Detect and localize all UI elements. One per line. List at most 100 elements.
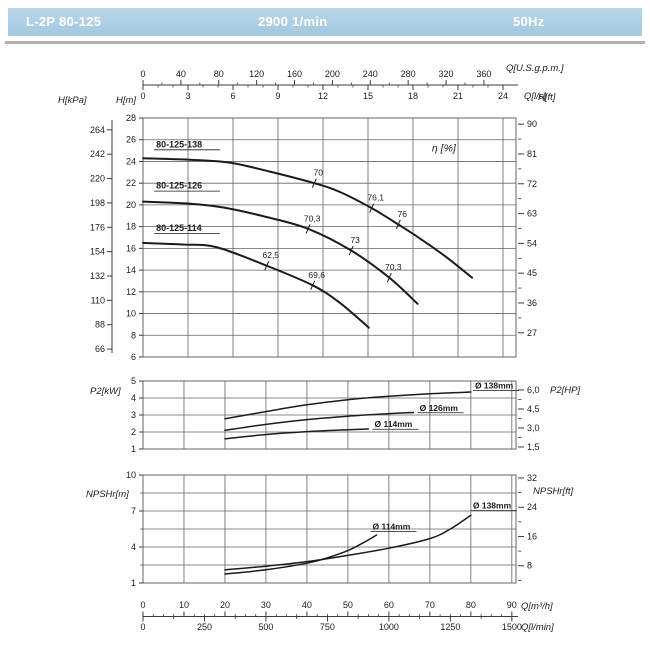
tick-label: 20: [220, 600, 230, 610]
power-chart: 1 2 3 4 5 P2[kW] 1,5 3,0 4,5 6,0 P2[HP] Ø 138mm Ø 12…: [90, 376, 580, 454]
tick-label: 16: [527, 531, 537, 541]
efficiency-label: 73: [350, 235, 360, 245]
efficiency-label: 76: [398, 209, 408, 219]
efficiency-label: 76,1: [367, 193, 384, 203]
tick-label: 72: [527, 179, 537, 189]
tick-label: 7: [131, 506, 136, 516]
tick-label: 8: [527, 561, 532, 571]
curve-Ø 114mm: [224, 428, 370, 440]
tick-label: 45: [527, 268, 537, 278]
tick-label: 1: [131, 444, 136, 454]
tick-label: 80: [214, 69, 224, 79]
tick-label: 70: [425, 600, 435, 610]
tick-label: 60: [384, 600, 394, 610]
tick-label: 280: [401, 69, 416, 79]
curve-Ø 138mm: [224, 514, 472, 571]
tick-label: 0: [140, 69, 145, 79]
tick-label: 28: [126, 113, 136, 123]
hkpa-axis-title: H[kPa]: [58, 95, 87, 106]
efficiency-label: 69,6: [308, 270, 325, 280]
m3h-axis-title: Q[m³/h]: [521, 601, 553, 612]
tick-label: 4: [131, 542, 136, 552]
efficiency-label: 70,3: [304, 213, 321, 223]
tick-label: 36: [527, 298, 537, 308]
tick-label: 264: [90, 125, 105, 135]
head-chart: 6810121416182022242628H[m]66881101321541…: [58, 92, 556, 362]
tick-label: 18: [408, 91, 418, 101]
tick-label: 1: [131, 578, 136, 588]
tick-label: 3,0: [527, 423, 540, 433]
tick-label: 4: [131, 393, 136, 403]
tick-label: 40: [302, 600, 312, 610]
tick-label: 10: [126, 470, 136, 480]
p2hp-axis-title: P2[HP]: [550, 385, 580, 396]
tick-label: 20: [126, 200, 136, 210]
npshm-axis-title: NPSHr[m]: [86, 489, 129, 500]
tick-label: 12: [318, 91, 328, 101]
tick-label: 88: [95, 320, 105, 330]
diameter-label: Ø 114mm: [375, 419, 413, 429]
hft-axis-title: H[ft]: [538, 92, 556, 103]
tick-label: 22: [126, 178, 136, 188]
tick-label: 9: [275, 91, 280, 101]
bottom-flow-axis: 0 10 20 30 40 50 60 70 80 90 0 250 500 750 1000 1250 150…: [140, 600, 554, 633]
tick-label: 80: [466, 600, 476, 610]
tick-label: 4,5: [527, 404, 540, 414]
top-flow-axis: 0 40 80 120 160 200 240 280 320 360 0 3 6 9 12 15 18 21 24…: [140, 63, 563, 102]
tick-label: 30: [261, 600, 271, 610]
tick-label: 220: [90, 174, 105, 184]
tick-label: 132: [90, 271, 105, 281]
tick-label: 24: [527, 502, 537, 512]
diameter-label: Ø 114mm: [372, 522, 410, 532]
tick-label: 1250: [440, 622, 460, 632]
diameter-label: Ø 138mm: [473, 501, 512, 511]
tick-label: 90: [527, 119, 537, 129]
tick-label: 360: [476, 69, 491, 79]
tick-label: 154: [90, 247, 105, 257]
tick-label: 24: [498, 91, 508, 101]
tick-label: 40: [176, 69, 186, 79]
tick-label: 0: [140, 600, 145, 610]
tick-label: 0: [140, 91, 145, 101]
tick-label: 63: [527, 209, 537, 219]
gpm-axis-title: Q[U.S.g.p.m.]: [506, 63, 564, 74]
efficiency-label: 70,3: [385, 262, 402, 272]
curve-label: 80-125-126: [156, 181, 202, 191]
tick-label: 81: [527, 149, 537, 159]
pump-model: L-2P 80-125: [26, 14, 102, 29]
pump-speed: 2900 1/min: [258, 14, 328, 29]
lmin-axis-title: Q[l/min]: [521, 622, 554, 633]
tick-label: 1500: [502, 622, 522, 632]
tick-label: 6,0: [527, 385, 540, 395]
tick-label: 120: [249, 69, 264, 79]
p2kw-axis-title: P2[kW]: [90, 386, 121, 397]
tick-label: 32: [527, 473, 537, 483]
tick-label: 242: [90, 149, 105, 159]
tick-label: 6: [230, 91, 235, 101]
tick-label: 0: [140, 622, 145, 632]
tick-label: 10: [179, 600, 189, 610]
hm-axis-title: H[m]: [116, 95, 136, 106]
tick-label: 200: [325, 69, 340, 79]
tick-label: 24: [126, 156, 136, 166]
tick-label: 500: [258, 622, 273, 632]
curve-Ø 114mm: [224, 534, 378, 575]
efficiency-label: 62,5: [262, 250, 279, 260]
npshft-axis-title: NPSHr[ft]: [533, 486, 573, 497]
tick-label: 750: [320, 622, 335, 632]
pump-frequency: 50Hz: [513, 14, 545, 29]
tick-label: 320: [439, 69, 454, 79]
efficiency-label: 70: [314, 168, 324, 178]
tick-label: 198: [90, 198, 105, 208]
ls-axis-title: Q[l/s]: [524, 91, 547, 102]
tick-label: 26: [126, 135, 136, 145]
tick-label: 1,5: [527, 442, 540, 452]
curve-80-125-114: [142, 241, 370, 329]
tick-label: 54: [527, 238, 537, 248]
tick-label: 6: [131, 352, 136, 362]
tick-label: 240: [363, 69, 378, 79]
header-divider: [5, 41, 645, 44]
tick-label: 176: [90, 222, 105, 232]
tick-label: 160: [287, 69, 302, 79]
